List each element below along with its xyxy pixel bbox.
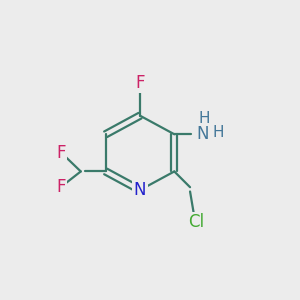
Text: Cl: Cl [188, 213, 204, 231]
Text: F: F [56, 144, 65, 162]
Text: H: H [213, 125, 224, 140]
Text: N: N [134, 181, 146, 199]
Text: F: F [135, 74, 145, 92]
Text: H: H [199, 111, 210, 126]
Text: N: N [197, 125, 209, 143]
Text: F: F [56, 178, 65, 196]
